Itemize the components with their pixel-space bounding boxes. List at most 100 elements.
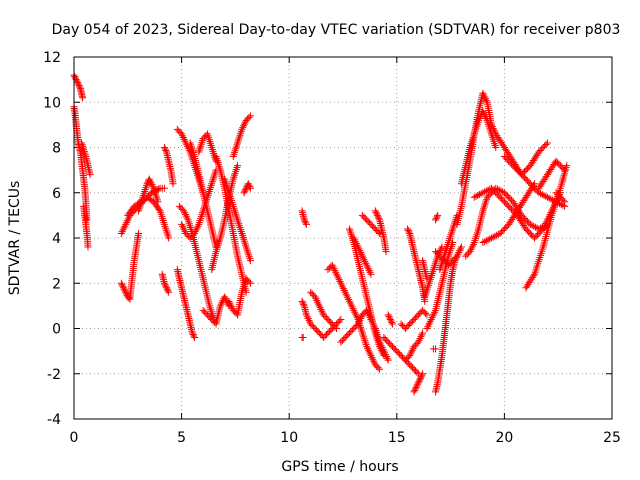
x-tick-label: 0 [70, 430, 79, 446]
data-point [190, 332, 198, 340]
data-point [500, 153, 508, 161]
data-point [433, 249, 441, 257]
data-point [426, 319, 434, 327]
data-point [318, 307, 326, 315]
data-point [408, 346, 416, 354]
data-point [320, 334, 328, 342]
data-point [160, 279, 168, 287]
data-point [121, 222, 129, 230]
series-arc-35 [384, 311, 396, 328]
data-point [178, 222, 186, 230]
series-arc-33 [371, 207, 390, 256]
data-point [350, 325, 358, 332]
data-point [475, 116, 483, 124]
data-point [474, 227, 482, 235]
data-point [357, 248, 365, 256]
data-point [240, 120, 248, 128]
data-point [232, 145, 240, 153]
data-point [235, 220, 243, 228]
data-point [79, 94, 87, 102]
data-point [241, 186, 249, 194]
data-point [79, 142, 87, 150]
data-point [345, 296, 353, 304]
data-point [351, 308, 359, 316]
data-point [206, 314, 214, 322]
data-point [481, 111, 489, 119]
data-point [531, 180, 539, 188]
data-point [117, 229, 125, 237]
data-point [358, 211, 366, 219]
data-point [358, 327, 366, 335]
data-point [240, 237, 248, 245]
data-point [525, 228, 533, 236]
data-point [431, 308, 439, 316]
data-point [207, 142, 215, 150]
data-point [539, 225, 547, 233]
data-point [539, 144, 547, 151]
data-point [528, 221, 536, 229]
data-point [553, 190, 561, 198]
data-point [246, 257, 254, 265]
data-point [240, 189, 248, 197]
data-point [359, 331, 367, 339]
data-point [475, 191, 483, 199]
data-point [417, 373, 425, 381]
data-point [231, 308, 239, 316]
data-point [531, 234, 539, 242]
data-point [308, 290, 316, 298]
data-point [418, 371, 426, 379]
data-point [409, 364, 417, 372]
data-point [506, 195, 514, 203]
y-tick-label: 12 [43, 50, 61, 66]
data-point [302, 220, 310, 228]
data-point [425, 321, 433, 329]
data-point [232, 143, 240, 151]
data-point [196, 144, 204, 152]
data-point [298, 297, 306, 305]
data-point [163, 228, 171, 236]
data-point [366, 350, 374, 358]
data-point [375, 214, 383, 222]
data-point [401, 325, 409, 332]
data-point [163, 284, 171, 292]
data-point [198, 211, 206, 219]
data-point [216, 236, 224, 244]
data-point [495, 192, 503, 200]
data-point [244, 249, 252, 257]
data-point [332, 268, 340, 276]
data-point [235, 135, 243, 143]
data-point [497, 187, 505, 195]
data-point [538, 145, 546, 153]
data-point [437, 245, 445, 253]
data-point [496, 193, 504, 201]
data-point [210, 174, 218, 182]
data-point [165, 288, 173, 296]
data-point [474, 191, 482, 199]
data-point [162, 147, 170, 155]
data-point [234, 162, 242, 170]
data-point [181, 210, 189, 218]
data-point [331, 323, 339, 331]
data-point [428, 314, 436, 322]
data-point [360, 333, 368, 341]
data-point [208, 145, 216, 153]
data-point [499, 226, 507, 234]
data-point [362, 259, 370, 267]
data-point [121, 287, 129, 295]
data-point [175, 127, 183, 135]
data-point [334, 318, 342, 326]
data-point [340, 286, 348, 294]
data-point [361, 214, 369, 222]
data-point [354, 320, 362, 328]
data-point [344, 294, 352, 302]
data-point [145, 175, 153, 183]
data-point [338, 281, 346, 289]
data-point [331, 267, 339, 275]
data-point [407, 350, 415, 358]
data-point [86, 171, 94, 179]
data-point [482, 96, 490, 104]
data-point [431, 260, 439, 268]
data-point [481, 199, 489, 207]
data-point [558, 195, 566, 203]
